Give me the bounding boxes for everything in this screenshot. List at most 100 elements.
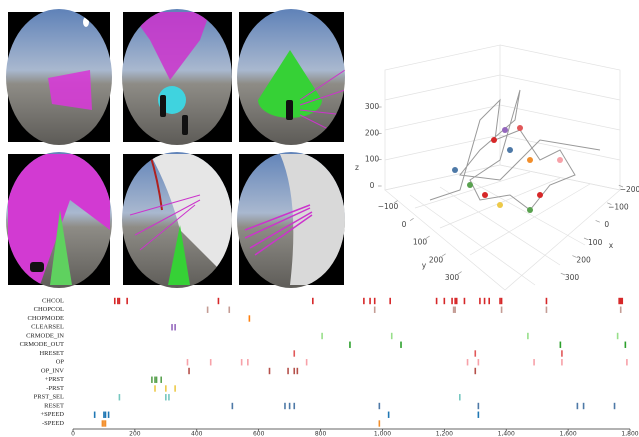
event-mark <box>436 298 438 304</box>
event-mark <box>456 298 458 304</box>
event-mark <box>269 368 271 374</box>
event-mark <box>618 298 620 304</box>
event-mark <box>103 412 105 418</box>
event-mark <box>451 298 453 304</box>
event-mark <box>501 298 503 304</box>
event-mark <box>154 385 156 391</box>
x-tick-label: 0 <box>604 220 609 229</box>
event-mark <box>105 412 107 418</box>
event-mark <box>379 420 381 426</box>
x-tick-label: −100 <box>608 203 629 212</box>
row-label: CHOPCOL <box>34 306 64 313</box>
event-mark <box>119 394 121 400</box>
row-label: OP_INV <box>41 367 64 374</box>
event-mark <box>174 324 176 330</box>
x-tick-label: 1,600 <box>560 431 577 437</box>
x-tick-label: 800 <box>315 431 327 437</box>
event-mark <box>349 342 351 348</box>
y-tick-label: 200 <box>429 255 444 264</box>
z-tick-label: 300 <box>365 102 380 111</box>
event-timeline: CHCOLCHOPCOLCHOPMODECLEARSELCRMODE_INCRM… <box>20 297 639 437</box>
event-mark <box>617 333 619 339</box>
event-mark <box>374 307 376 313</box>
event-mark <box>187 359 189 365</box>
event-mark <box>228 307 230 313</box>
event-mark <box>321 333 323 339</box>
event-mark <box>165 394 167 400</box>
event-mark <box>533 359 535 365</box>
y-tick-label: 100 <box>413 238 428 247</box>
event-mark <box>625 342 627 348</box>
row-label: CRMODE_IN <box>26 332 64 339</box>
row-label: PRST_SEL <box>34 394 64 401</box>
event-mark <box>546 298 548 304</box>
row-label: HRESET <box>39 350 64 357</box>
event-mark <box>546 307 548 313</box>
row-label: CHCOL <box>42 297 64 304</box>
screenshots <box>6 9 347 290</box>
event-mark <box>312 298 314 304</box>
event-mark <box>561 359 563 365</box>
event-mark <box>249 315 251 321</box>
tick-mark <box>410 218 414 220</box>
y-tick-label: 0 <box>402 220 407 229</box>
event-mark <box>389 298 391 304</box>
event-mark <box>474 368 476 374</box>
event-mark <box>583 403 585 409</box>
x-tick-label: −200 <box>620 185 639 194</box>
event-mark <box>102 420 104 426</box>
event-mark <box>478 412 480 418</box>
event-mark <box>306 359 308 365</box>
x-axis-label: x <box>609 241 614 250</box>
event-mark <box>94 412 96 418</box>
row-label: OP <box>56 359 65 366</box>
event-mark <box>218 298 220 304</box>
x-tick-label: 1,200 <box>436 431 453 437</box>
event-mark <box>105 420 107 426</box>
event-mark <box>168 394 170 400</box>
event-mark <box>501 307 503 313</box>
event-mark <box>454 307 456 313</box>
event-mark <box>369 298 371 304</box>
event-mark <box>499 298 501 304</box>
event-mark <box>154 377 156 383</box>
event-mark <box>474 350 476 356</box>
event-mark <box>232 403 234 409</box>
event-mark <box>289 403 291 409</box>
event-mark <box>577 403 579 409</box>
x-tick-label: 1,800 <box>621 431 638 437</box>
event-mark <box>478 359 480 365</box>
event-mark <box>126 298 128 304</box>
row-label: +SPEED <box>40 411 64 418</box>
row-label: -PRST <box>46 385 64 392</box>
figure: −200−1000100200300x−1000100200300y010020… <box>0 0 639 437</box>
event-mark <box>247 359 249 365</box>
event-mark <box>293 403 295 409</box>
event-mark <box>453 307 455 313</box>
event-mark <box>484 298 486 304</box>
x-tick-label: 200 <box>129 431 141 437</box>
event-mark <box>293 350 295 356</box>
event-mark <box>560 342 562 348</box>
row-label: +PRST <box>45 376 64 383</box>
event-mark <box>119 298 121 304</box>
event-mark <box>114 298 116 304</box>
event-mark <box>388 412 390 418</box>
row-label: CHOPMODE <box>28 315 65 322</box>
x-tick-label: 400 <box>191 431 203 437</box>
x-tick-label: 1,400 <box>498 431 515 437</box>
event-mark <box>297 368 299 374</box>
x-tick-label: 600 <box>253 431 265 437</box>
event-mark <box>467 359 469 365</box>
event-mark <box>363 298 365 304</box>
event-mark <box>156 377 158 383</box>
event-mark <box>287 368 289 374</box>
event-mark <box>117 298 119 304</box>
event-mark <box>103 420 105 426</box>
event-mark <box>464 298 466 304</box>
event-mark <box>160 377 162 383</box>
row-label: CRMODE_OUT <box>20 341 64 348</box>
x-tick-label: 1,000 <box>374 431 391 437</box>
row-label: -SPEED <box>42 420 64 427</box>
event-mark <box>165 385 167 391</box>
